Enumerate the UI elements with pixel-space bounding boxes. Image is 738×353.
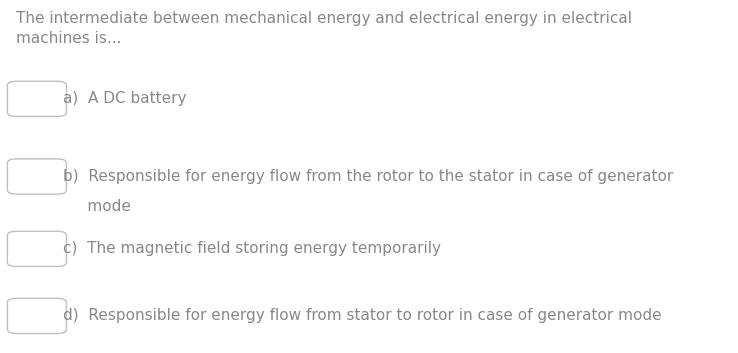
Text: b)  Responsible for energy flow from the rotor to the stator in case of generato: b) Responsible for energy flow from the … <box>63 169 673 184</box>
FancyBboxPatch shape <box>7 298 66 334</box>
Text: The intermediate between mechanical energy and electrical energy in electrical
m: The intermediate between mechanical ener… <box>16 11 632 46</box>
FancyBboxPatch shape <box>7 159 66 194</box>
Text: a)  A DC battery: a) A DC battery <box>63 91 186 106</box>
Text: d)  Responsible for energy flow from stator to rotor in case of generator mode: d) Responsible for energy flow from stat… <box>63 309 661 323</box>
FancyBboxPatch shape <box>7 231 66 267</box>
FancyBboxPatch shape <box>7 81 66 116</box>
Text: c)  The magnetic field storing energy temporarily: c) The magnetic field storing energy tem… <box>63 241 441 256</box>
Text: mode: mode <box>63 199 131 214</box>
